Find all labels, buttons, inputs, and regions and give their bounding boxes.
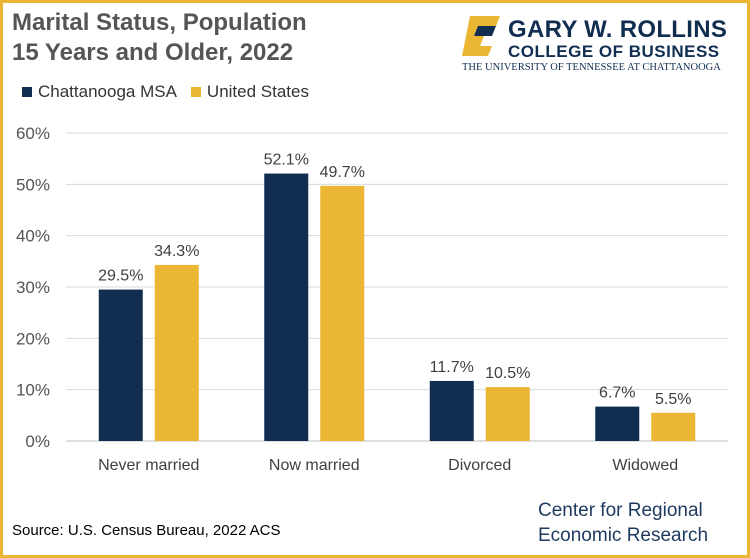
chart-title: Marital Status, Population 15 Years and … <box>12 8 307 68</box>
x-tick-label: Never married <box>98 457 199 474</box>
legend-label-united-states: United States <box>206 82 309 101</box>
data-label: 29.5% <box>98 268 143 285</box>
source-note: Source: U.S. Census Bureau, 2022 ACS <box>12 522 281 539</box>
y-tick-label: 60% <box>16 124 50 143</box>
legend-item-chattanooga: Chattanooga MSA <box>22 82 177 102</box>
x-tick-label: Divorced <box>448 457 511 474</box>
x-tick-label: Widowed <box>612 457 678 474</box>
bar-united-states <box>651 412 696 441</box>
data-label: 49.7% <box>320 164 365 181</box>
logo-line-1: GARY W. ROLLINS <box>508 16 728 43</box>
bar-chattanooga <box>264 173 309 441</box>
bar-united-states <box>485 387 530 441</box>
bar-chattanooga <box>429 380 474 441</box>
data-label: 34.3% <box>154 243 199 260</box>
y-tick-label: 50% <box>16 175 50 194</box>
data-label: 6.7% <box>599 385 635 402</box>
y-tick-label: 20% <box>16 329 50 348</box>
data-label: 11.7% <box>430 359 474 376</box>
data-label: 10.5% <box>485 365 530 382</box>
logo-line-2: COLLEGE OF BUSINESS <box>508 42 720 61</box>
center-name-line-2: Economic Research <box>538 525 709 546</box>
legend-item-united-states: United States <box>190 82 309 102</box>
chart-legend: Chattanooga MSA United States <box>22 82 323 102</box>
c-logo-icon <box>462 16 500 56</box>
center-name-line-1: Center for Regional <box>538 500 703 521</box>
y-tick-label: 10% <box>16 381 50 400</box>
title-line-1: Marital Status, Population <box>12 9 307 36</box>
title-line-2: 15 Years and Older, 2022 <box>12 39 294 66</box>
bar-chart: 0% 10% 20% 30% 40% 50% 60% 29.5% 34.3% Never marr… <box>16 124 728 474</box>
y-tick-label: 0% <box>25 432 50 451</box>
legend-swatch-chattanooga <box>22 87 32 97</box>
data-label: 5.5% <box>655 391 691 408</box>
center-name: Center for Regional Economic Research <box>538 498 708 548</box>
bar-chattanooga <box>98 289 143 441</box>
legend-label-chattanooga: Chattanooga MSA <box>38 82 177 101</box>
bar-united-states <box>320 185 365 441</box>
y-tick-label: 40% <box>16 227 50 246</box>
college-logo: GARY W. ROLLINS COLLEGE OF BUSINESS THE … <box>462 14 738 76</box>
bar-united-states <box>154 264 199 441</box>
x-tick-label: Now married <box>269 457 360 474</box>
bar-chattanooga <box>595 406 640 441</box>
data-label: 52.1% <box>264 152 309 169</box>
legend-swatch-united-states <box>190 87 201 97</box>
logo-line-3: THE UNIVERSITY OF TENNESSEE AT CHATTANOO… <box>462 62 721 73</box>
y-tick-label: 30% <box>16 278 50 297</box>
